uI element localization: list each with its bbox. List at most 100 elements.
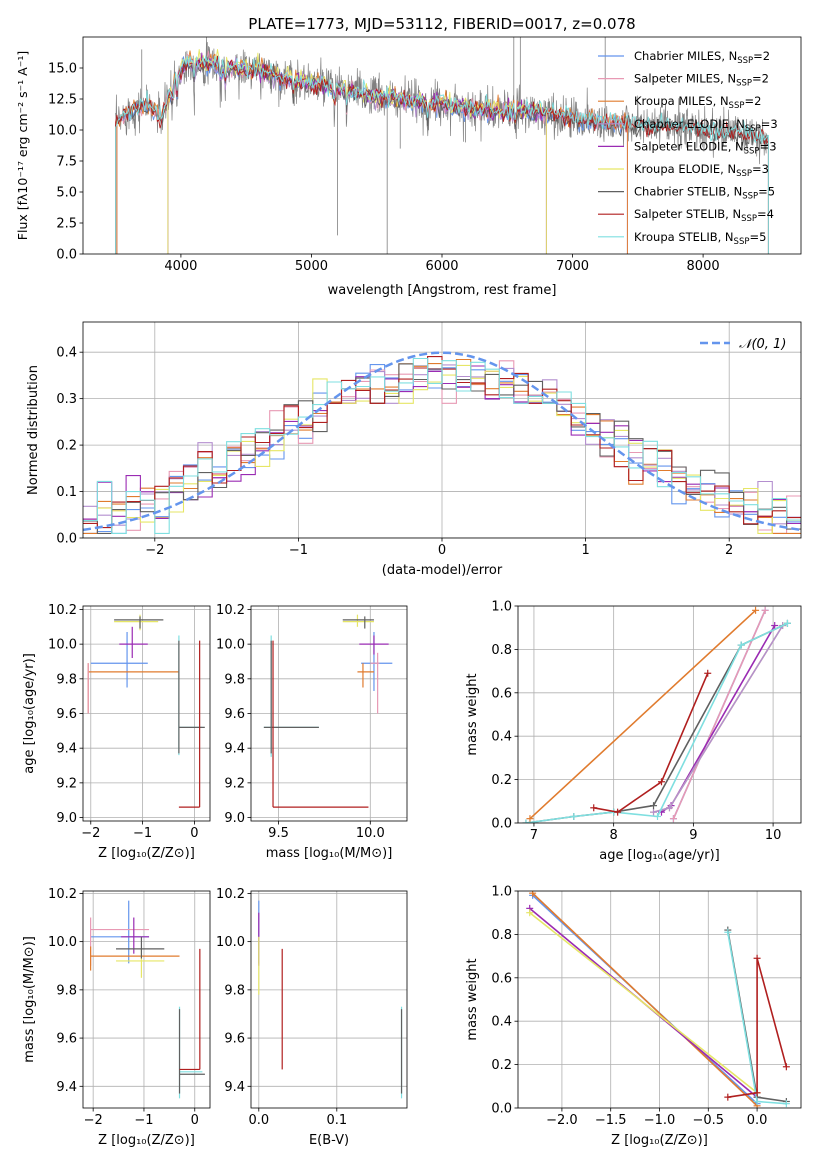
x-tick-label: −2 bbox=[145, 543, 164, 558]
series-line-salpeter-miles bbox=[672, 609, 766, 820]
legend-label: Salpeter MILES, NSSP=2 bbox=[634, 72, 769, 89]
plot-mass_vs_ebv: 0.0 0.1 9.4 9.6 9.8 10.0 10.2 E(B-V) bbox=[216, 887, 408, 1148]
chart-title: PLATE=1773, MJD=53112, FIBERID=0017, z=0… bbox=[248, 15, 635, 33]
series-marker bbox=[752, 606, 760, 614]
series-marker bbox=[782, 1063, 790, 1071]
plot-massweight_vs_Z: −2.0 −1.5 −1.0 −0.5 0.0 0.0 0.2 0.4 0.6 0.8 1.0 Z [… bbox=[465, 885, 802, 1148]
data-point bbox=[121, 917, 150, 954]
series-marker bbox=[753, 1097, 761, 1105]
legend-label-sub: SSP bbox=[737, 56, 753, 66]
data-point bbox=[116, 936, 165, 959]
y-tick-label: 10.2 bbox=[216, 603, 245, 618]
legend-label-text: Salpeter ELODIE, N bbox=[634, 139, 744, 153]
grid bbox=[518, 891, 801, 1108]
x-tick-label: −1 bbox=[134, 1113, 153, 1128]
x-tick-label: 0 bbox=[438, 543, 446, 558]
legend-label-text: Salpeter MILES, N bbox=[634, 72, 736, 86]
x-tick-label: 0.0 bbox=[248, 1113, 269, 1128]
axes-overlay: −2 −1 0 1 2 0.0 0.1 0.2 0.3 0.4 (data-model)/error… bbox=[26, 321, 802, 578]
grid bbox=[251, 606, 407, 821]
series-marker bbox=[529, 891, 537, 897]
axes-frame bbox=[82, 890, 211, 1109]
series-marker bbox=[522, 819, 530, 823]
x-tick-label: −1.0 bbox=[644, 1113, 676, 1128]
series-marker bbox=[783, 619, 791, 627]
series-marker bbox=[782, 1100, 790, 1108]
y-axis-label: age [log₁₀(age/yr)] bbox=[22, 653, 37, 774]
y-axis-label: mass weight bbox=[465, 958, 480, 1040]
legend-label-tail: =5 bbox=[749, 230, 766, 244]
y-tick-label: 9.4 bbox=[56, 1080, 77, 1095]
plot-area bbox=[251, 891, 407, 1108]
legend-label: Chabrier MILES, NSSP=2 bbox=[634, 49, 770, 66]
legend-label: Chabrier ELODIE, NSSP=3 bbox=[634, 117, 778, 134]
legend-label: Salpeter STELIB, NSSP=4 bbox=[634, 207, 774, 224]
plot-area bbox=[518, 606, 801, 823]
series-marker bbox=[650, 802, 658, 810]
axes-frame bbox=[517, 605, 802, 824]
plot-age_vs_mass: 9.5 10.0 9.0 9.2 9.4 9.6 9.8 10.0 10.2 mass [log₁… bbox=[216, 603, 408, 861]
axes-overlay: −2.0 −1.5 −1.0 −0.5 0.0 0.0 0.2 0.4 0.6 0.8 1.0 Z [… bbox=[465, 885, 802, 1148]
series-marker bbox=[753, 1089, 761, 1097]
data-point bbox=[359, 635, 389, 655]
model-spectrum-salpeter-stelib bbox=[115, 55, 769, 254]
y-tick-label: 9.0 bbox=[56, 811, 77, 826]
data-point bbox=[370, 652, 380, 714]
legend-label-tail: =3 bbox=[760, 139, 777, 153]
y-tick-label: 0.8 bbox=[491, 643, 512, 658]
y-tick-label: 2.5 bbox=[56, 217, 77, 232]
legend-label-tail: =3 bbox=[752, 162, 769, 176]
x-axis-label: wavelength [Angstrom, rest frame] bbox=[328, 283, 557, 298]
x-tick-label: −2 bbox=[84, 1113, 103, 1128]
x-tick-label: 6000 bbox=[425, 259, 458, 274]
y-tick-label: 1.0 bbox=[491, 600, 512, 615]
y-tick-label: 0.2 bbox=[56, 439, 77, 454]
y-tick-label: 9.4 bbox=[224, 742, 245, 757]
series-line-salpeter-stelib bbox=[593, 672, 709, 813]
legend-label: Chabrier STELIB, NSSP=5 bbox=[634, 185, 775, 202]
x-axis-label: mass [log₁₀(M/M⊙)] bbox=[266, 846, 393, 861]
series-line-kroupa-elodie bbox=[529, 912, 758, 1094]
plot-area bbox=[518, 891, 801, 1108]
y-tick-label: 0.4 bbox=[56, 346, 77, 361]
plot-mass_vs_Z: −2 −1 0 9.4 9.6 9.8 10.0 10.2 Z [log₁₀(Z/Z⊙)] mas… bbox=[22, 887, 211, 1148]
series-marker bbox=[614, 808, 622, 816]
data-point bbox=[178, 640, 205, 754]
legend-label-text: Kroupa MILES, N bbox=[634, 94, 729, 108]
legend-label-text: Chabrier STELIB, N bbox=[634, 185, 742, 199]
legend-label: Kroupa STELIB, NSSP=5 bbox=[634, 230, 766, 247]
x-tick-label: −2.0 bbox=[546, 1113, 578, 1128]
axes-overlay: 4000 5000 6000 7000 8000 0.0 2.5 5.0 7.5 10.0 12.5… bbox=[15, 15, 802, 298]
y-tick-label: 7.5 bbox=[56, 155, 77, 170]
y-tick-label: 9.4 bbox=[224, 1080, 245, 1095]
series-marker bbox=[761, 606, 769, 614]
plot-area bbox=[115, 37, 769, 254]
y-tick-label: 0.2 bbox=[491, 773, 512, 788]
legend-label-tail: =2 bbox=[752, 72, 769, 86]
x-tick-label: 10.0 bbox=[356, 826, 385, 841]
grid bbox=[83, 606, 210, 821]
legend-label: Kroupa ELODIE, NSSP=3 bbox=[634, 162, 769, 179]
plot-area bbox=[83, 606, 210, 821]
y-tick-label: 0.4 bbox=[491, 730, 512, 745]
series-marker bbox=[654, 812, 662, 820]
y-tick-label: 0.0 bbox=[491, 817, 512, 832]
axes-overlay: −2 −1 0 9.0 9.2 9.4 9.6 9.8 10.0 10.2 Z [log₁₀(Z/Z… bbox=[22, 603, 211, 861]
legend-label-sub: SSP bbox=[734, 237, 750, 247]
data-point bbox=[357, 663, 374, 688]
x-tick-label: −1 bbox=[289, 543, 308, 558]
x-tick-label: 10 bbox=[765, 828, 782, 843]
data-point bbox=[342, 614, 374, 627]
series-marker bbox=[526, 815, 534, 823]
series-marker bbox=[570, 812, 578, 820]
legend-label-sub: SSP bbox=[729, 101, 745, 111]
series-marker bbox=[526, 909, 534, 917]
y-tick-label: 0.0 bbox=[56, 532, 77, 547]
x-tick-label: 0.0 bbox=[747, 1113, 768, 1128]
y-tick-label: 9.6 bbox=[56, 707, 77, 722]
legend-label-sub: SSP bbox=[744, 146, 760, 156]
legend-label-text: Chabrier ELODIE, N bbox=[634, 117, 745, 131]
y-tick-label: 10.2 bbox=[48, 887, 77, 902]
series-marker bbox=[753, 954, 761, 962]
